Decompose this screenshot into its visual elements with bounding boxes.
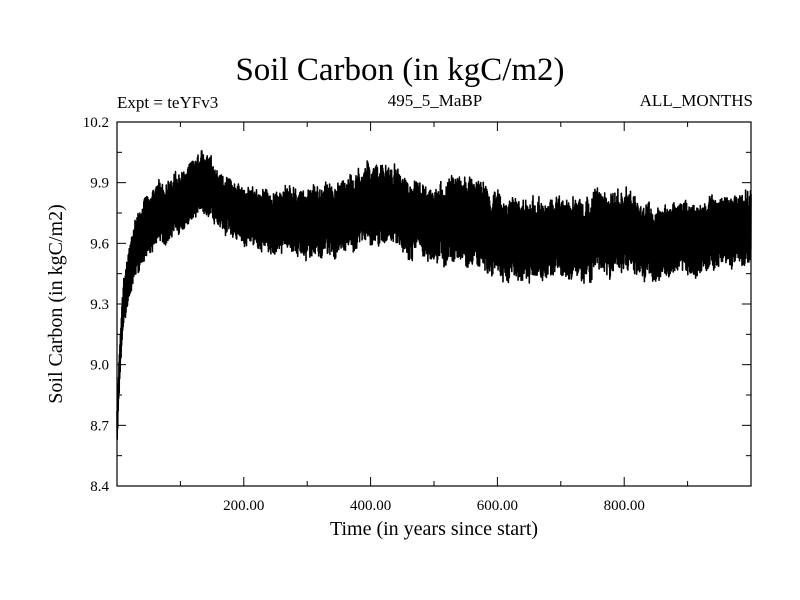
y-tick-label: 9.0 [90,358,109,374]
x-tick-label: 800.00 [604,498,645,514]
season-label: ALL_MONTHS [639,91,753,110]
y-tick-label: 9.3 [90,297,109,313]
period-label: 495_5_MaBP [387,91,483,110]
experiment-label: Expt = teYFv3 [117,93,219,112]
y-tick-label: 9.9 [90,176,109,192]
y-tick-label: 8.7 [90,418,109,434]
axes-layer: 8.4 8.7 9.0 9.3 9.6 9.9 10.2 200.00 400.00 600.00… [83,115,751,514]
x-tick-label: 600.00 [477,498,518,514]
series-line-soil-carbon [116,150,752,440]
y-tick-label: 8.4 [90,479,109,495]
y-tick-label: 9.6 [90,236,109,252]
chart-title: Soil Carbon (in kgC/m2) [235,52,565,88]
x-axis-label: Time (in years since start) [330,518,538,540]
x-tick-label: 400.00 [350,498,391,514]
x-tick-label: 200.00 [223,498,264,514]
plot-layer [116,150,752,440]
y-axis-label: Soil Carbon (in kgC/m2) [45,204,67,403]
y-tick-label: 10.2 [83,115,109,131]
